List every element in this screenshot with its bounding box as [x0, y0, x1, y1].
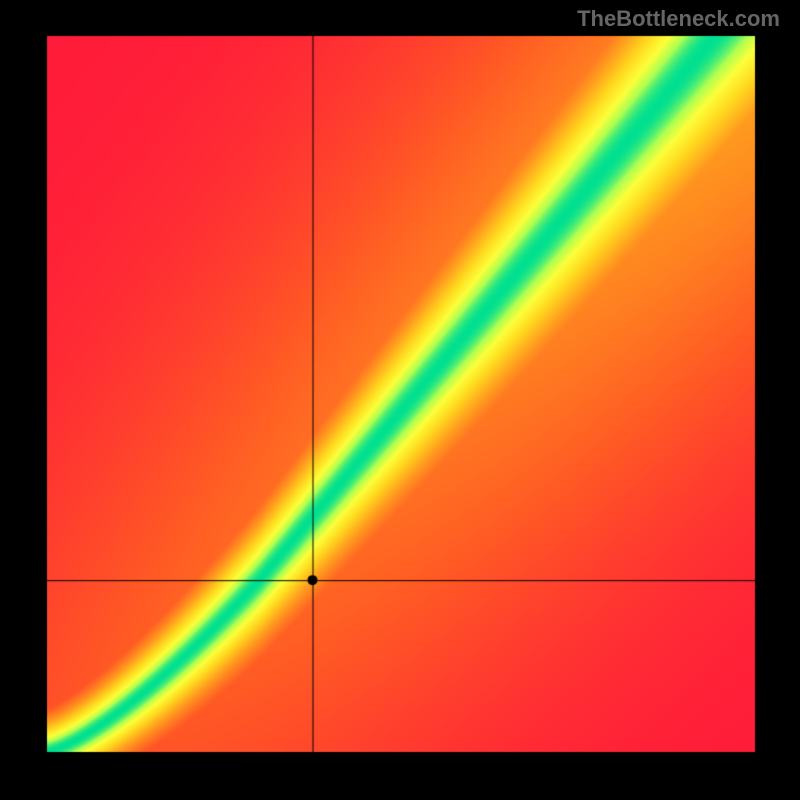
chart-container: TheBottleneck.com: [0, 0, 800, 800]
watermark-text: TheBottleneck.com: [577, 6, 780, 32]
bottleneck-heatmap: [0, 0, 800, 800]
